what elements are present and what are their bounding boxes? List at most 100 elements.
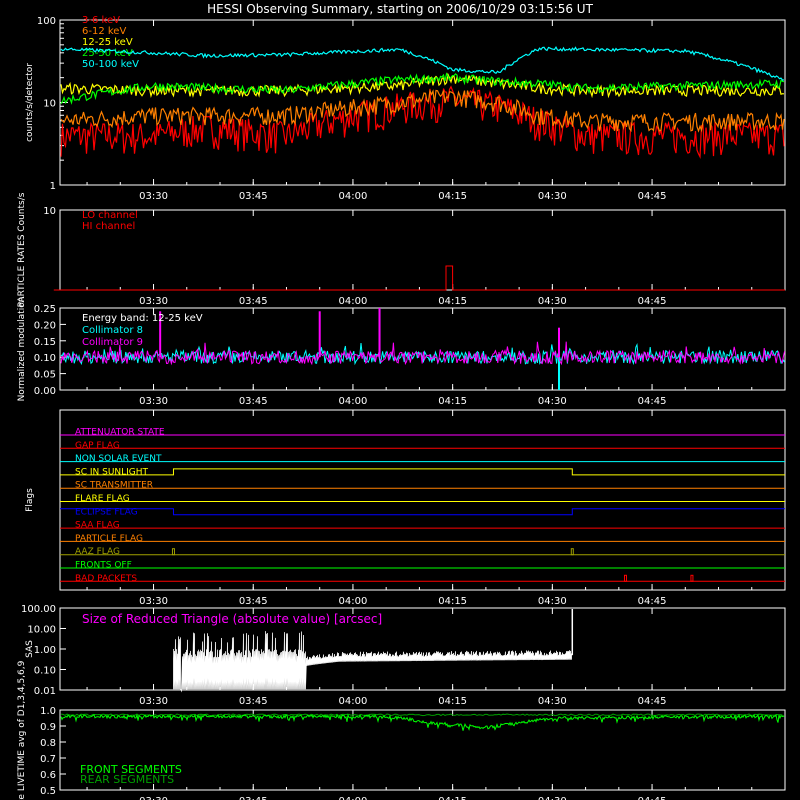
- flag-pulse-12-1: [690, 574, 694, 582]
- y-tick-label-6-1: 0.6: [40, 770, 56, 781]
- x-tick-label-1-4: 04:30: [538, 191, 567, 202]
- flag-label-5: SC TRANSMITTER: [75, 481, 153, 491]
- y-tick-label-6-0: 0.5: [40, 786, 56, 797]
- y-axis-label-6: Mon. Rate LIVETIME avg of D1,3,4,5,6,9: [17, 660, 27, 800]
- flag-label-1: ATTENUATOR STATE: [75, 428, 165, 438]
- y-axis-label-3: Normalized modulation: [17, 297, 27, 402]
- x-tick-label-5-2: 04:00: [339, 696, 368, 707]
- x-tick-label-4-4: 04:30: [538, 596, 567, 607]
- y-tick-label-3-1: 0.05: [34, 370, 56, 381]
- panel-frame-6: [59, 709, 786, 791]
- x-tick-label-3-5: 04:45: [638, 396, 667, 407]
- legend-lo-channel: LO channel: [82, 210, 138, 221]
- x-tick-label-6-1: 03:45: [239, 796, 268, 800]
- x-tick-label-4-2: 04:00: [339, 596, 368, 607]
- series-line-front-segments: [60, 713, 785, 731]
- x-tick-label-4-0: 03:30: [139, 596, 168, 607]
- y-tick-label-6-5: 1.0: [40, 706, 56, 717]
- x-tick-label-1-2: 04:00: [339, 191, 368, 202]
- series-line-Collimator-9: [60, 341, 786, 366]
- x-tick-label-2-4: 04:30: [538, 296, 567, 307]
- sas-triangle-trace: [173, 631, 572, 693]
- y-axis-label-4: Flags: [25, 488, 35, 512]
- x-tick-label-6-2: 04:00: [339, 796, 368, 800]
- x-tick-label-4-3: 04:15: [438, 596, 467, 607]
- sas-annotation: Size of Reduced Triangle (absolute value…: [82, 612, 382, 626]
- energy-band-annotation: Energy band: 12-25 keV: [82, 313, 203, 324]
- x-tick-label-5-0: 03:30: [139, 696, 168, 707]
- y-axis-label-2: PARTICLE RATES Counts/s: [17, 192, 27, 307]
- x-tick-label-2-2: 04:00: [339, 296, 368, 307]
- series-line-50-100-keV: [60, 46, 785, 81]
- legend-collimator-9: Collimator 9: [82, 337, 143, 348]
- x-tick-label-6-5: 04:45: [638, 796, 667, 800]
- flag-pulse-10-0: [171, 548, 175, 556]
- flag-label-9: PARTICLE FLAG: [75, 534, 143, 544]
- flag-label-8: SAA FLAG: [75, 521, 120, 531]
- x-tick-label-2-5: 04:45: [638, 296, 667, 307]
- y-tick-label-3-4: 0.20: [34, 320, 56, 331]
- y-axis-label-1: counts/s/detector: [25, 63, 35, 142]
- x-tick-label-1-0: 03:30: [139, 191, 168, 202]
- y-tick-label-3-0: 0.00: [34, 386, 56, 397]
- x-tick-label-5-4: 04:30: [538, 696, 567, 707]
- legend-entry-5: 50-100 keV: [82, 59, 139, 70]
- y-tick-label-5-2: 1.00: [34, 645, 56, 656]
- y-tick-label-6-4: 0.9: [40, 722, 56, 733]
- x-tick-label-5-5: 04:45: [638, 696, 667, 707]
- legend-front-segments: FRONT SEGMENTS: [80, 763, 182, 776]
- y-tick-label-1-2: 100: [37, 16, 56, 27]
- flag-label-6: FLARE FLAG: [75, 494, 130, 504]
- x-tick-label-3-1: 03:45: [239, 396, 268, 407]
- legend-entry-4: 25-50 keV: [82, 48, 133, 59]
- panel-frame-4: [59, 409, 786, 591]
- panel-frame-1: [59, 19, 786, 186]
- y-tick-label-1-1: 10: [43, 99, 56, 110]
- x-tick-label-6-4: 04:30: [538, 796, 567, 800]
- flag-line-7: [60, 508, 785, 516]
- y-tick-label-5-1: 0.10: [34, 666, 56, 677]
- x-tick-label-2-0: 03:30: [139, 296, 168, 307]
- flag-pulse-12-0: [623, 574, 627, 582]
- flag-label-2: GAP FLAG: [75, 441, 120, 451]
- x-tick-label-5-1: 03:45: [239, 696, 268, 707]
- x-tick-label-2-3: 04:15: [438, 296, 467, 307]
- legend-entry-1: 3-6 keV: [82, 15, 120, 26]
- y-tick-label-3-3: 0.15: [34, 337, 56, 348]
- x-tick-label-3-0: 03:30: [139, 396, 168, 407]
- legend-hi-channel: HI channel: [82, 221, 135, 232]
- x-tick-label-2-1: 03:45: [239, 296, 268, 307]
- y-tick-label-3-2: 0.10: [34, 353, 56, 364]
- series-line-rear-segments: [60, 713, 784, 717]
- y-tick-label-3-5: 0.25: [34, 304, 56, 315]
- legend-rear-segments: REAR SEGMENTS: [80, 773, 174, 786]
- chart-title: HESSI Observing Summary, starting on 200…: [207, 2, 593, 16]
- flag-label-10: AAZ FLAG: [75, 547, 120, 557]
- series-line-6-12-keV: [60, 88, 785, 133]
- x-tick-label-5-3: 04:15: [438, 696, 467, 707]
- panel-frame-2: [59, 209, 786, 291]
- x-tick-label-6-0: 03:30: [139, 796, 168, 800]
- y-tick-label-5-0: 0.01: [34, 686, 56, 697]
- flag-line-4: [60, 468, 785, 476]
- x-tick-label-3-2: 04:00: [339, 396, 368, 407]
- legend-entry-3: 12-25 keV: [82, 37, 133, 48]
- flag-label-7: ECLIPSE FLAG: [75, 507, 138, 517]
- x-tick-label-1-3: 04:15: [438, 191, 467, 202]
- series-line-12-25-keV: [60, 72, 785, 99]
- x-tick-label-1-1: 03:45: [239, 191, 268, 202]
- y-axis-label-5: SAS: [25, 640, 35, 658]
- flag-label-11: FRONTS OFF: [75, 561, 132, 571]
- legend-entry-2: 6-12 keV: [82, 26, 126, 37]
- x-tick-label-3-4: 04:30: [538, 396, 567, 407]
- x-tick-label-1-5: 04:45: [638, 191, 667, 202]
- x-tick-label-3-3: 04:15: [438, 396, 467, 407]
- x-tick-label-4-5: 04:45: [638, 596, 667, 607]
- x-tick-label-4-1: 03:45: [239, 596, 268, 607]
- series-line-lo-channel: [53, 265, 785, 291]
- panel-frame-3: [59, 307, 786, 391]
- flag-pulse-10-1: [570, 548, 574, 556]
- flag-label-4: SC IN SUNLIGHT: [75, 467, 149, 477]
